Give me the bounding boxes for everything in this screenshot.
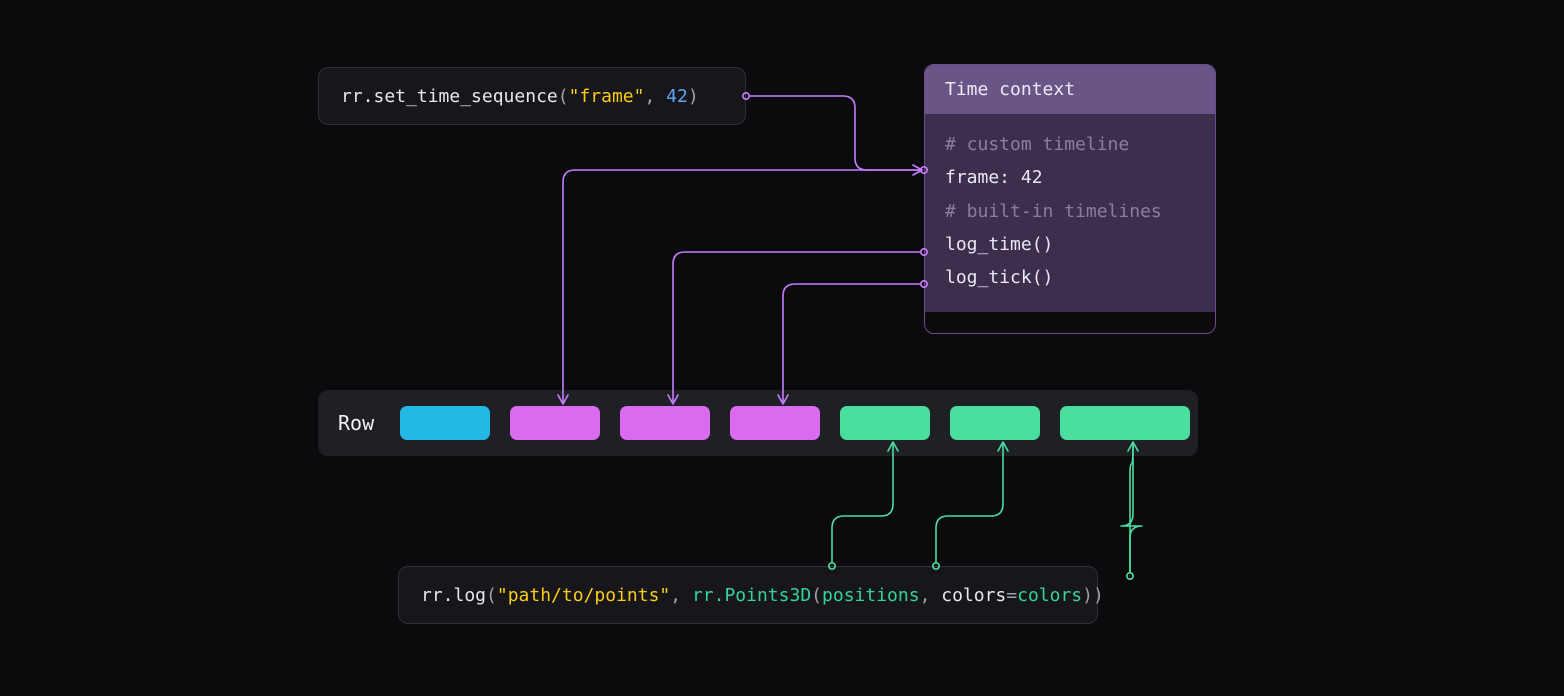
row-cell	[400, 406, 490, 440]
time-context-header: Time context	[925, 65, 1215, 114]
row-bar: Row	[318, 390, 1198, 456]
panel-comment: # custom timeline	[945, 128, 1195, 161]
code-token: =	[1006, 585, 1017, 606]
code-token: ,	[920, 585, 942, 606]
code-token: "path/to/points"	[497, 585, 670, 606]
code-token: positions	[822, 585, 920, 606]
panel-line: log_time()	[945, 228, 1195, 261]
code-token: (	[558, 86, 569, 107]
code-token: )	[688, 86, 699, 107]
code-token: rr.Points3D	[692, 585, 811, 606]
code-token: ,	[644, 86, 666, 107]
code-token: (	[811, 585, 822, 606]
row-cell	[620, 406, 710, 440]
code-rr-log: rr.log("path/to/points", rr.Points3D(pos…	[398, 566, 1098, 624]
row-cell	[950, 406, 1040, 440]
row-cell	[840, 406, 930, 440]
panel-line: frame: 42	[945, 161, 1195, 194]
code-token: ))	[1082, 585, 1104, 606]
row-cell	[1060, 406, 1190, 440]
code-token: ,	[670, 585, 692, 606]
code-token: 42	[666, 86, 688, 107]
row-cell	[730, 406, 820, 440]
row-label: Row	[338, 411, 374, 435]
panel-comment: # built-in timelines	[945, 195, 1195, 228]
code-token: rr.set_time_sequence	[341, 86, 558, 107]
code-token: colors	[1017, 585, 1082, 606]
code-set-time-sequence: rr.set_time_sequence("frame", 42)	[318, 67, 746, 125]
code-token: rr.log	[421, 585, 486, 606]
code-token: (	[486, 585, 497, 606]
time-context-body: # custom timelineframe: 42# built-in tim…	[925, 114, 1215, 312]
panel-line: log_tick()	[945, 261, 1195, 294]
code-token: "frame"	[569, 86, 645, 107]
time-context-panel: Time context # custom timelineframe: 42#…	[924, 64, 1216, 334]
code-token: colors	[941, 585, 1006, 606]
row-cell	[510, 406, 600, 440]
